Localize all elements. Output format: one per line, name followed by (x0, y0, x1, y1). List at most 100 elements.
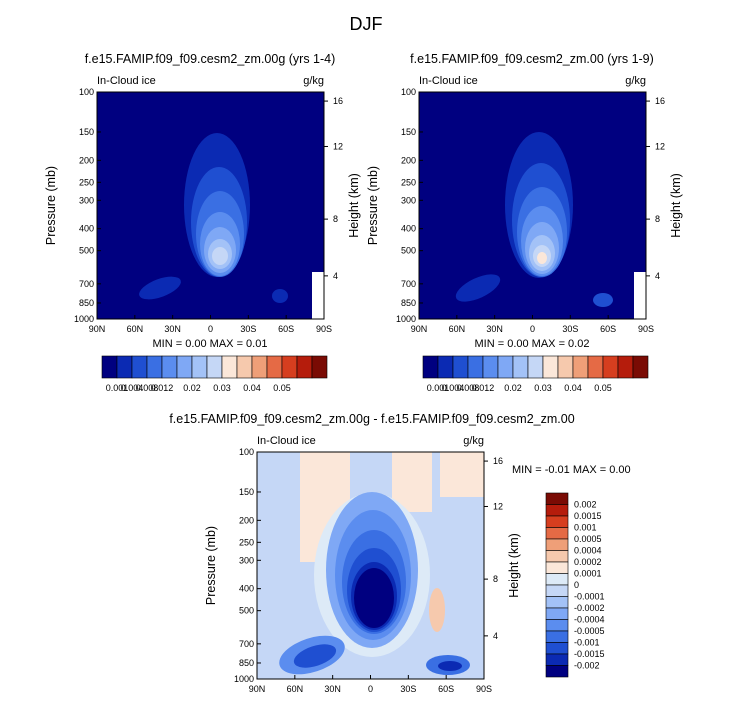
height-tick-label: 8 (493, 574, 498, 584)
height-tick-label: 4 (333, 271, 338, 281)
colorbar-swatch (206, 355, 223, 379)
low-lat-neg-inner (293, 644, 337, 668)
panel-model-2: f.e15.FAMIP.f09_f09.cesm2_zm.00 (yrs 1-9… (366, 52, 683, 393)
x-tick-label: 60N (449, 324, 466, 334)
y-tick-label: 300 (401, 195, 416, 205)
colorbar-swatch (545, 665, 569, 678)
y-axis-title: Pressure (mb) (44, 166, 58, 245)
colorbar-swatch (236, 355, 253, 379)
colorbar-label: 0.001 (427, 383, 450, 393)
colorbar-label: 0.008 (457, 383, 480, 393)
y-tick-label: 1000 (396, 314, 416, 324)
min-max-label: MIN = 0.00 MAX = 0.02 (475, 338, 590, 350)
colorbar-label: 0.04 (564, 383, 582, 393)
x-tick-label: 90N (411, 324, 428, 334)
y-tick-label: 250 (401, 177, 416, 187)
x-tick-label: 0 (368, 684, 373, 694)
y-tick-label: 300 (239, 555, 254, 565)
colorbar-swatch (482, 355, 499, 379)
units-label: g/kg (463, 435, 484, 447)
x-tick-label: 30N (486, 324, 503, 334)
y-tick-label: 850 (79, 298, 94, 308)
colorbar-swatch (602, 355, 619, 379)
colorbar-label: 0.03 (534, 383, 552, 393)
x-tick-label: 90N (249, 684, 266, 694)
colorbar-swatch (557, 355, 574, 379)
x-tick-label: 90S (316, 324, 332, 334)
colorbar-swatch (545, 538, 569, 551)
height-tick-label: 12 (655, 141, 665, 151)
x-tick-label: 90S (638, 324, 654, 334)
field-label: In-Cloud ice (257, 435, 316, 447)
colorbar-swatch (452, 355, 469, 379)
colorbar-swatch (545, 619, 569, 632)
field-label: In-Cloud ice (419, 75, 478, 87)
level-7 (212, 247, 228, 265)
y-tick-label: 100 (79, 87, 94, 97)
colorbar-swatch (422, 355, 439, 379)
x-tick-label: 90N (89, 324, 106, 334)
colorbar-swatch (527, 355, 544, 379)
figure-title: DJF (350, 14, 383, 34)
colorbar-label: -0.0015 (574, 649, 605, 659)
colorbar-label: -0.0005 (574, 626, 605, 636)
colorbar-label: 0.002 (574, 500, 597, 510)
height-tick-label: 4 (493, 631, 498, 641)
positive-anomaly (429, 588, 445, 632)
colorbar-swatch (146, 355, 163, 379)
height-tick-label: 8 (655, 214, 660, 224)
contour-field (97, 92, 324, 319)
colorbar-label: -0.001 (574, 638, 600, 648)
colorbar-swatch (266, 355, 283, 379)
panel-title: f.e15.FAMIP.f09_f09.cesm2_zm.00 (yrs 1-9… (410, 52, 654, 66)
panel-model-1: f.e15.FAMIP.f09_f09.cesm2_zm.00g (yrs 1-… (44, 52, 361, 393)
contour-field (257, 452, 484, 679)
height-tick-label: 4 (655, 271, 660, 281)
colorbar-label: 0.012 (151, 383, 174, 393)
colorbar-label: 0 (574, 580, 579, 590)
colorbar-swatch (281, 355, 298, 379)
colorbar-swatch (632, 355, 649, 379)
x-tick-label: 30S (240, 324, 256, 334)
min-max-label: MIN = -0.01 MAX = 0.00 (512, 464, 631, 476)
x-tick-label: 30N (324, 684, 341, 694)
colorbar-swatch (587, 355, 604, 379)
y-tick-label: 400 (401, 224, 416, 234)
height-tick-label: 16 (493, 456, 503, 466)
colorbar-swatch (131, 355, 148, 379)
x-tick-label: 90S (476, 684, 492, 694)
units-label: g/kg (625, 75, 646, 87)
y-tick-label: 850 (239, 658, 254, 668)
min-max-label: MIN = 0.00 MAX = 0.01 (153, 338, 268, 350)
colorbar-swatch (545, 642, 569, 655)
south-blob (272, 289, 288, 303)
y-tick-label: 200 (239, 515, 254, 525)
colorbar-swatch (545, 596, 569, 609)
y-tick-label: 1000 (234, 674, 254, 684)
colorbar-label: 0.004 (121, 383, 144, 393)
colorbar-swatch (545, 550, 569, 563)
colorbar-label: 0.0015 (574, 511, 602, 521)
y-right-axis-title: Height (km) (669, 173, 683, 238)
colorbar-swatch (545, 653, 569, 666)
neg-core (354, 568, 394, 628)
colorbar-label: 0.0002 (574, 557, 602, 567)
height-tick-label: 16 (655, 96, 665, 106)
colorbar-label: -0.0002 (574, 603, 605, 613)
positive-band-top (440, 452, 484, 497)
colorbar-swatch (221, 355, 238, 379)
colorbar-label: -0.0004 (574, 615, 605, 625)
colorbar-label: 0.04 (243, 383, 261, 393)
y-tick-label: 700 (239, 639, 254, 649)
x-tick-label: 60S (600, 324, 616, 334)
field-label: In-Cloud ice (97, 75, 156, 87)
y-right-axis-title: Height (km) (347, 173, 361, 238)
panel-difference: f.e15.FAMIP.f09_f09.cesm2_zm.00g - f.e15… (169, 412, 630, 694)
x-tick-label: 30N (164, 324, 181, 334)
height-tick-label: 12 (333, 141, 343, 151)
x-tick-label: 0 (530, 324, 535, 334)
colorbar-label: 0.012 (472, 383, 495, 393)
level-8 (537, 252, 547, 264)
height-tick-label: 12 (493, 501, 503, 511)
